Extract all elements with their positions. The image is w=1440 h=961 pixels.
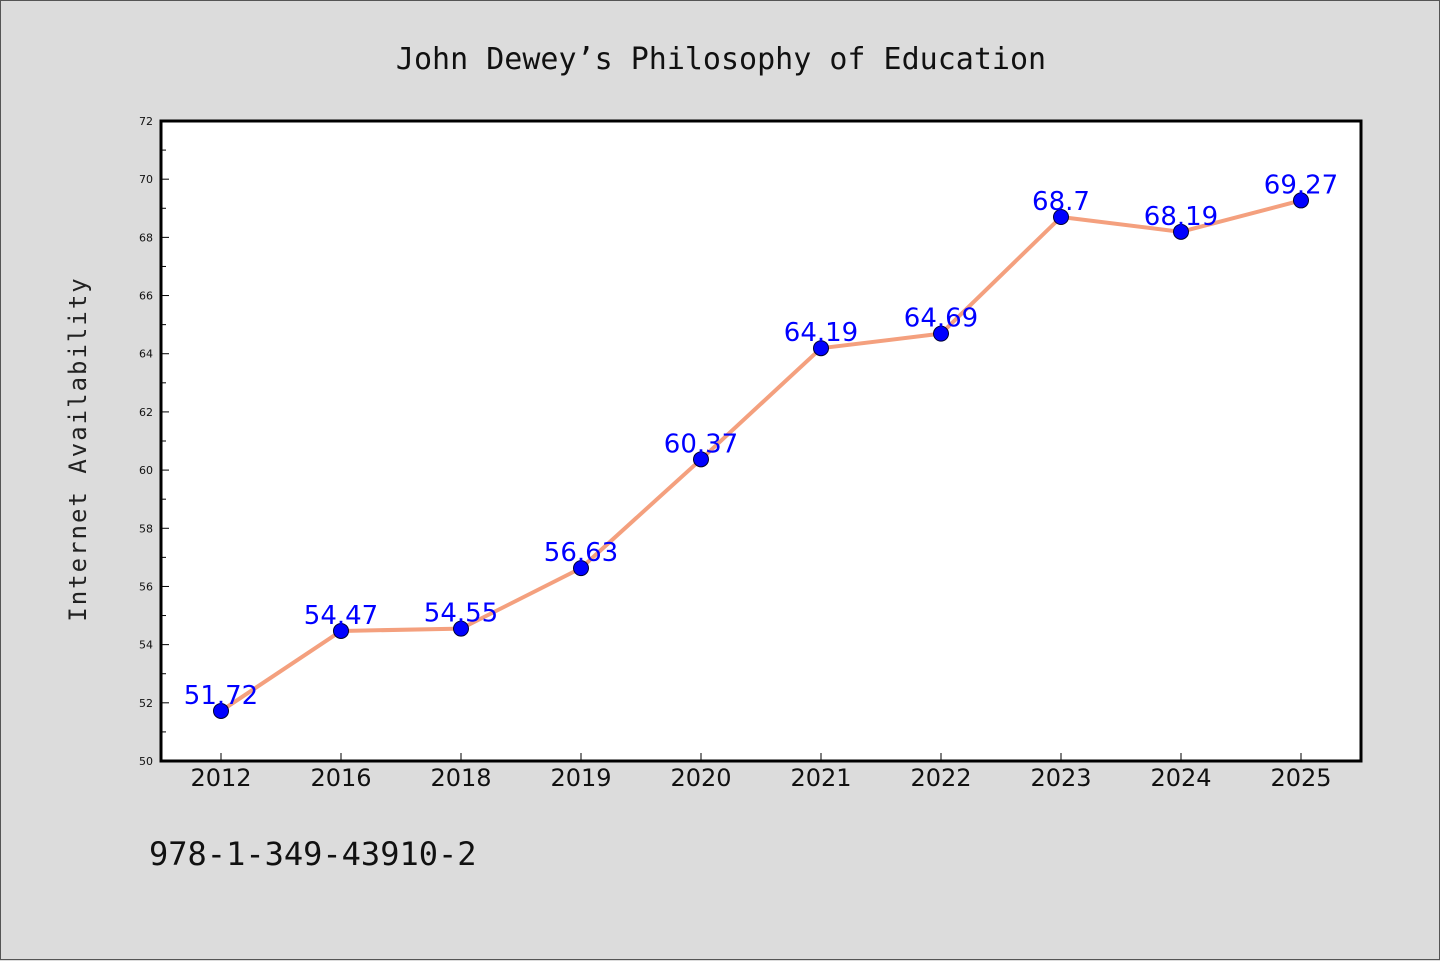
x-tick-label: 2016 [310,764,371,792]
x-tick-label: 2023 [1030,764,1091,792]
y-tick-label: 66 [139,290,153,303]
y-tick-label: 68 [139,231,153,244]
y-tick-label: 56 [139,580,153,593]
y-tick-label: 62 [139,406,153,419]
data-labels: 51.72 54.47 54.55 56.63 60.37 64.19 64.69 68.7 6… [184,170,1338,711]
data-label: 68.7 [1032,187,1090,217]
data-label: 60.37 [664,429,738,459]
data-point [573,560,589,577]
y-tick-label: 64 [139,348,153,361]
data-label: 54.55 [424,599,498,629]
data-label: 56.63 [544,538,618,568]
data-label: 54.47 [304,601,378,631]
isbn-text: 978-1-349-43910-2 [149,835,477,873]
x-tick-label: 2012 [190,764,251,792]
data-label: 69.27 [1264,170,1338,200]
x-tick-label: 2024 [1150,764,1211,792]
y-tick-label: 50 [139,755,153,768]
x-tick-label: 2022 [910,764,971,792]
data-label: 64.19 [784,318,858,348]
x-tick-label: 2019 [550,764,611,792]
y-axis-label: Internet Availability [64,276,92,621]
data-point [813,340,829,357]
data-point [1293,192,1309,209]
data-point [933,325,949,342]
y-tick-label: 58 [139,522,153,535]
y-tick-label: 70 [139,173,153,186]
y-tick-label: 72 [139,115,153,128]
data-point [1053,209,1069,225]
data-label: 51.72 [184,681,258,711]
x-tick-label: 2020 [670,764,731,792]
data-point [1173,223,1189,240]
series-line [219,198,1302,713]
y-axis: 50 52 54 56 58 60 62 64 66 68 70 72 [139,115,169,768]
x-tick-label: 2025 [1270,764,1331,792]
x-axis: 2012 2016 2018 2019 2020 2021 2022 2023 2024 2025 [190,753,1332,792]
data-point [453,620,469,637]
data-label: 68.19 [1144,202,1218,232]
data-point [333,622,349,639]
data-label: 64.69 [904,304,978,334]
chart-title: John Dewey’s Philosophy of Education [396,42,1046,77]
data-point [693,451,709,468]
y-tick-label: 52 [139,697,153,710]
plot-border [159,119,1363,763]
data-point [213,702,229,719]
x-tick-label: 2021 [790,764,851,792]
x-tick-label: 2018 [430,764,491,792]
data-markers [213,192,1309,719]
y-tick-label: 54 [139,639,153,652]
y-tick-label: 60 [139,464,153,477]
